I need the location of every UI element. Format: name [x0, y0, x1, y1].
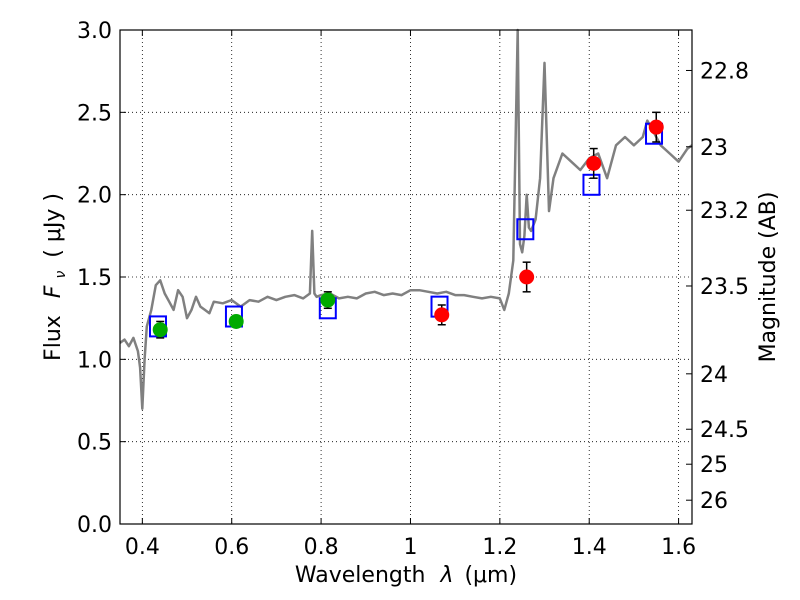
y-tick-label: 2.0 — [77, 184, 112, 209]
y2-axis-label: Magnitude (AB) — [756, 192, 781, 363]
y-tick-label: 0.0 — [77, 513, 112, 538]
y-tick-label: 2.5 — [77, 101, 112, 126]
x-tick-label: 1.6 — [661, 535, 696, 560]
x-tick-label: 1.4 — [572, 535, 607, 560]
grid-lines — [120, 29, 692, 525]
y-tick-label: 1.0 — [77, 348, 112, 373]
x-tick-label: 0.8 — [304, 535, 339, 560]
nir-observed-point — [434, 307, 450, 323]
magnitude-tick-label: 24.5 — [700, 418, 749, 443]
y-tick-label: 1.5 — [77, 266, 112, 291]
marker-layer — [148, 111, 664, 339]
optical-observed-point — [152, 322, 168, 338]
y-tick-label: 0.5 — [77, 431, 112, 456]
x-tick-label: 1.2 — [482, 535, 517, 560]
plot-frame — [119, 29, 693, 525]
x-tick-label: 0.6 — [214, 535, 249, 560]
y-tick-label: 3.0 — [77, 19, 112, 44]
spectrum-line — [119, 28, 693, 410]
nir-observed-point — [586, 155, 602, 171]
spectrum-layer — [119, 28, 693, 410]
magnitude-tick-label: 22.8 — [700, 59, 749, 84]
nir-observed-point — [519, 269, 535, 285]
magnitude-tick-label: 25 — [700, 453, 728, 478]
magnitude-tick-label: 23.5 — [700, 275, 749, 300]
magnitude-tick-label: 23.2 — [700, 199, 749, 224]
magnitude-tick-label: 24 — [700, 363, 728, 388]
model-square — [516, 218, 535, 241]
y-axis-label: Flux F ν ( μJy ) — [41, 193, 71, 361]
magnitude-tick-label: 26 — [700, 489, 728, 514]
nir-observed-point — [648, 119, 664, 135]
model-square — [582, 173, 601, 196]
x-axis-label: Wavelength λ (μm) — [295, 563, 517, 588]
optical-observed-point — [320, 292, 336, 308]
magnitude-tick-label: 23 — [700, 136, 728, 161]
x-tick-label: 0.4 — [125, 535, 160, 560]
x-tick-label: 1 — [403, 535, 417, 560]
optical-observed-point — [228, 313, 244, 329]
tick-layer: 0.4 0.6 0.8 1 1.2 1.4 1.6 0.0 0.5 1.0 1.5 2.0 2.5 3.0… — [77, 19, 749, 560]
